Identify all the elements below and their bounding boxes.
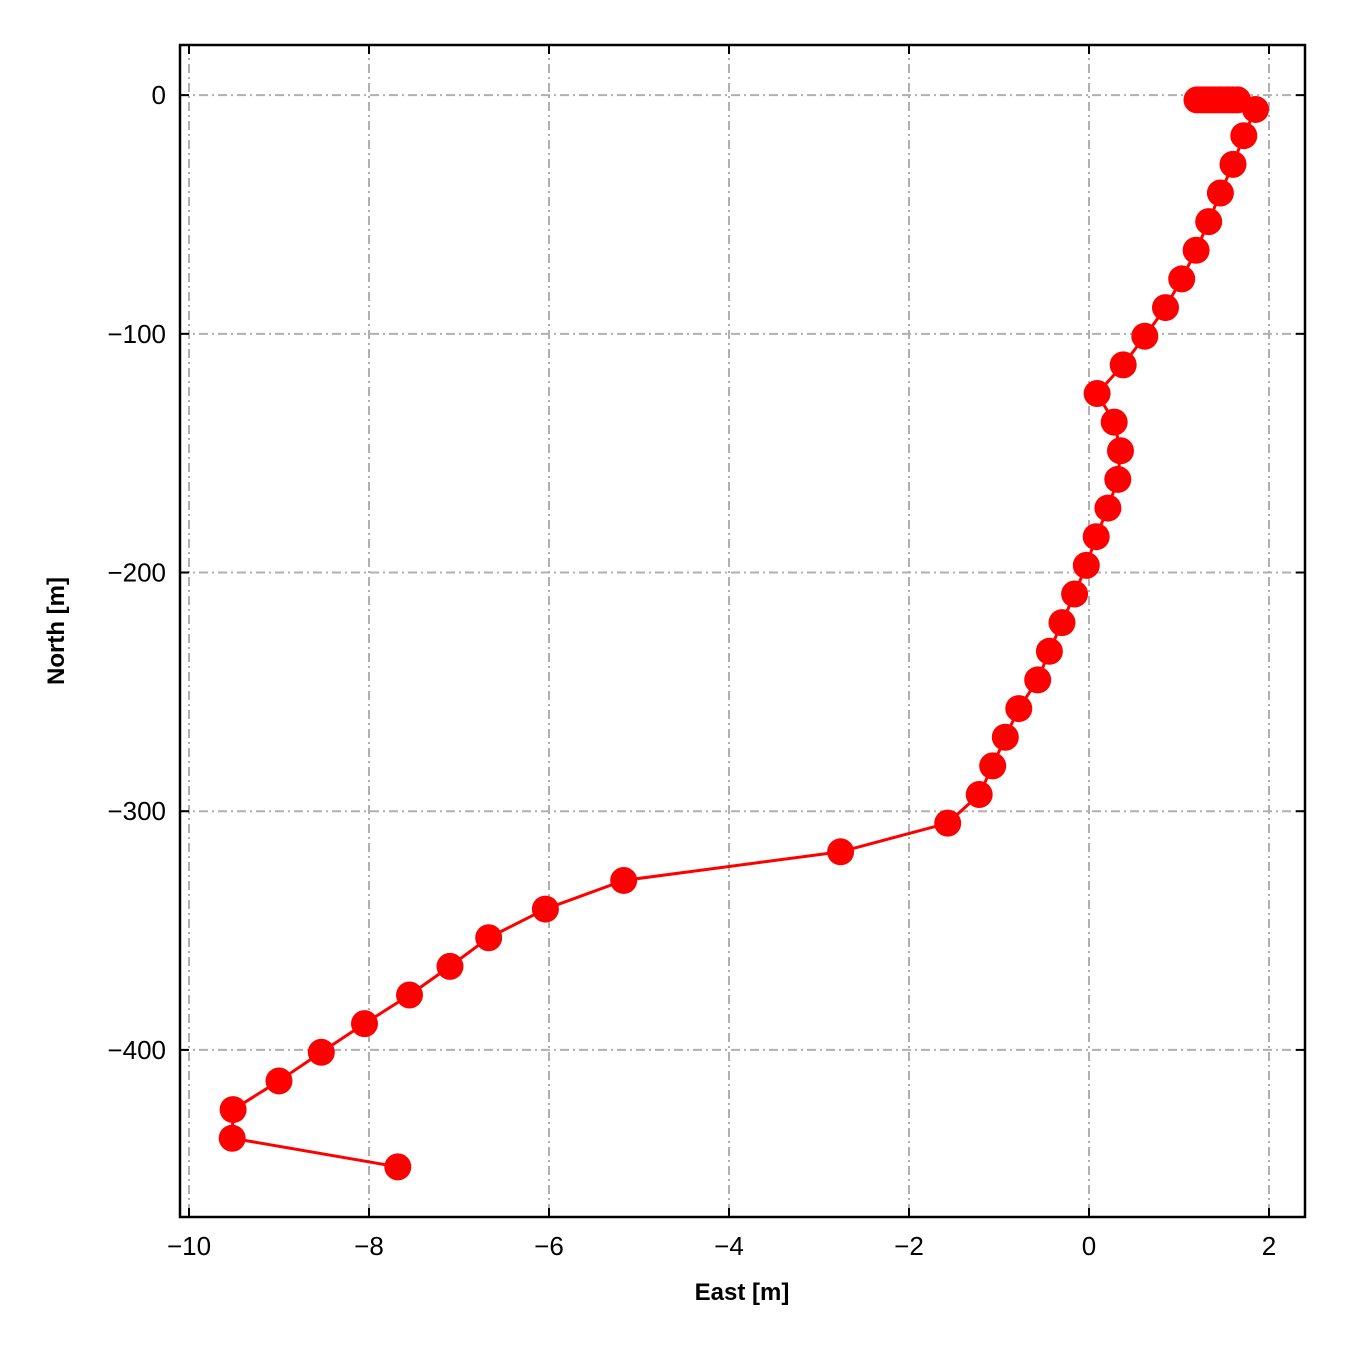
trajectory-point — [1024, 666, 1052, 694]
trajectory-point — [219, 1096, 247, 1124]
trajectory-point — [1107, 437, 1134, 465]
x-tick-label: −4 — [714, 1231, 744, 1261]
trajectory-point — [531, 895, 559, 923]
trajectory-point — [396, 981, 423, 1009]
y-axis-label: North [m] — [43, 577, 70, 685]
trajectory-point — [1082, 523, 1110, 551]
trajectory-point — [1230, 122, 1258, 150]
x-tick-label: 2 — [1262, 1231, 1276, 1261]
trajectory-point — [1035, 637, 1063, 665]
trajectory-point — [1100, 408, 1128, 436]
trajectory-point — [1094, 494, 1122, 522]
trajectory-point — [827, 838, 855, 866]
trajectory-point — [265, 1067, 293, 1095]
trajectory-point — [1242, 95, 1269, 123]
trajectory-point — [1072, 551, 1100, 579]
trajectory-point — [1131, 322, 1159, 350]
x-tick-label: −10 — [167, 1231, 211, 1261]
trajectory-point — [610, 866, 638, 894]
y-tick-label: 0 — [152, 80, 166, 110]
plot-frame — [178, 43, 1307, 1219]
ticks: −10 −8 −6 −4 −2 0 2 0 −100 −200 −300 −400 — [107, 45, 1305, 1261]
trajectory-point — [1048, 609, 1076, 637]
trajectory-point — [307, 1038, 335, 1066]
trajectory-point — [475, 924, 503, 952]
trajectory-point — [1182, 236, 1210, 264]
trajectory-point — [1109, 351, 1137, 379]
trajectory-point — [1061, 580, 1089, 608]
x-axis-label: East [m] — [695, 1279, 790, 1306]
trajectory-point — [218, 1124, 246, 1152]
trajectory-point — [934, 809, 962, 837]
x-tick-label: −8 — [354, 1231, 384, 1261]
y-tick-label: −400 — [107, 1035, 166, 1065]
trajectory-point — [384, 1153, 412, 1181]
y-tick-label: −200 — [107, 558, 166, 588]
trajectory-point — [991, 723, 1019, 751]
trajectory-point — [965, 781, 993, 809]
y-tick-label: −100 — [107, 319, 166, 349]
trajectory-point — [351, 1010, 378, 1038]
trajectory-line — [230, 98, 1257, 1169]
x-tick-label: 0 — [1082, 1231, 1096, 1261]
trajectory-point — [1195, 208, 1223, 236]
x-tick-label: −6 — [534, 1231, 564, 1261]
y-tick-label: −300 — [107, 796, 166, 826]
trajectory-point — [436, 952, 464, 980]
trajectory-point — [1219, 150, 1247, 178]
trajectory-point — [1206, 179, 1234, 207]
trajectory-point — [979, 752, 1007, 780]
trajectory-point — [1168, 265, 1196, 293]
trajectory-point — [1005, 695, 1033, 723]
trajectory-point — [1083, 379, 1111, 407]
series-layer — [218, 86, 1269, 1181]
trajectory-point — [1152, 294, 1179, 322]
x-tick-label: −2 — [894, 1231, 924, 1261]
trajectory-point — [1104, 465, 1132, 493]
grid — [180, 45, 1305, 1217]
